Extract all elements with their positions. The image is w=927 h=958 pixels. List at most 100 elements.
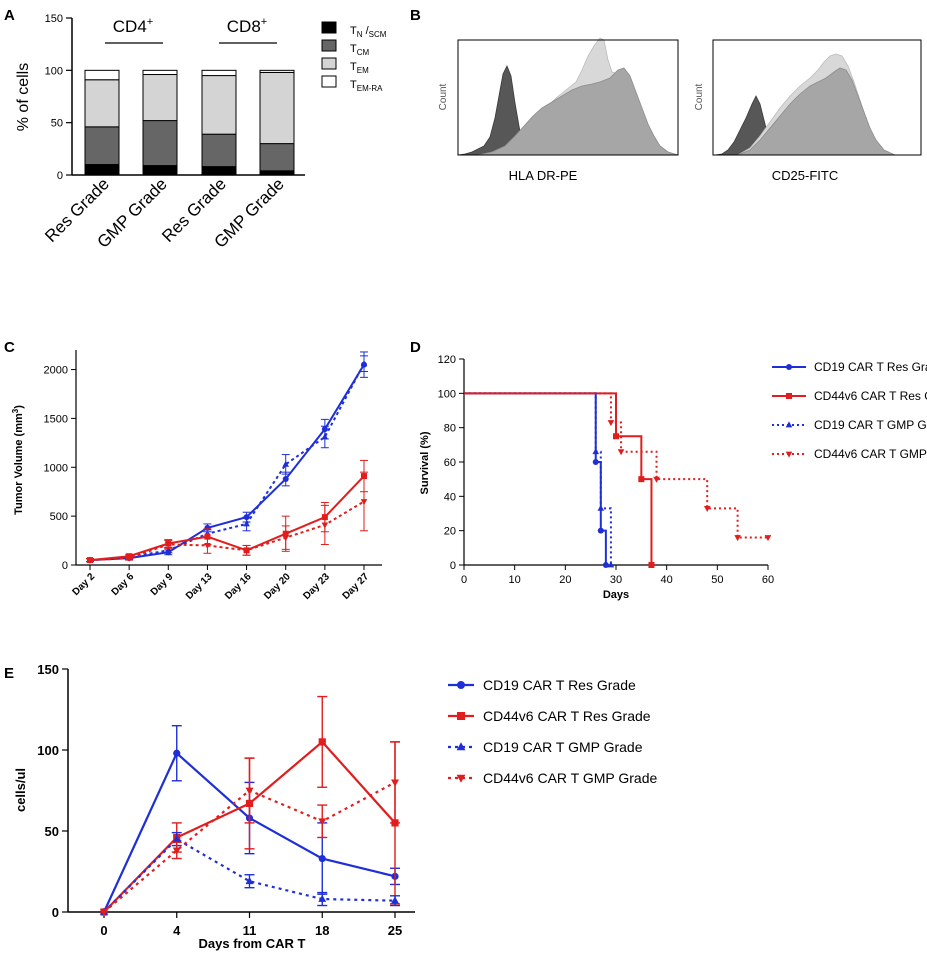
y-tick-label-50: 50	[51, 118, 63, 130]
y-tick-label-80: 80	[444, 423, 456, 435]
x-tick-label-11: 11	[243, 923, 257, 938]
panel-c-tumor-volume-chart: 0 500 1000 1500 2000 Day 2 Day 6 Day 9 Day 13 Day…	[11, 350, 382, 602]
panel-d-y-axis-label: Survival (%)	[419, 431, 431, 494]
x-tick-label-4: 4	[173, 923, 181, 938]
point-cd19-car-t-res-grade-4	[318, 854, 326, 863]
x-tick-label-day-27: Day 27	[341, 571, 372, 602]
line-cd19-car-t-gmp-grade	[464, 392, 612, 565]
hla-dr-gmp-grade-peak	[477, 67, 679, 156]
x-tick-label-day-23: Day 23	[301, 571, 332, 602]
x-tick-label-25: 25	[388, 923, 402, 938]
point-cd44v6-car-t-gmp-grade-1	[100, 909, 108, 917]
bar-segment-t-n-scm-4	[259, 170, 295, 176]
point-cd44v6-car-t-gmp-grade-3	[653, 476, 660, 483]
series-cd19-car-t-gmp-grade	[464, 392, 615, 568]
legend-marker-cd44v6-car-t-res-grade	[457, 712, 465, 720]
y-tick-label-40: 40	[444, 491, 456, 503]
y-tick-label-0: 0	[57, 170, 63, 182]
y-tick-label-1000: 1000	[44, 462, 68, 474]
y-tick-label-100: 100	[438, 388, 456, 400]
point-cd44v6-car-t-gmp-grade-3	[164, 542, 172, 549]
legend-label-cd44v6-car-t-gmp-grade: CD44v6 CAR T GMP Grade	[814, 447, 927, 461]
legend-marker-cd44v6-car-t-gmp-grade	[456, 774, 466, 783]
bar-segment-t-em-ra-2	[142, 69, 178, 76]
series-cd19-car-t-gmp-grade	[100, 831, 400, 915]
legend-label-tn: TN /SCM	[350, 25, 387, 39]
point-cd19-car-t-gmp-grade-6	[282, 460, 290, 467]
y-tick-label-150: 150	[37, 662, 59, 677]
legend-label-cd44v6-car-t-res-grade: CD44v6 CAR T Res Grade	[483, 708, 651, 724]
point-cd44v6-car-t-gmp-grade-5	[734, 535, 741, 542]
panel-e-series	[100, 695, 400, 917]
series-cd44v6-car-t-gmp-grade	[100, 741, 400, 917]
panel-d-legend: CD19 CAR T Res Grade CD44v6 CAR T Res Gra…	[772, 360, 927, 461]
point-cd44v6-car-t-gmp-grade-1	[86, 557, 94, 564]
point-cd44v6-car-t-gmp-grade-6	[764, 535, 772, 542]
bar-segment-t-em-ra-4	[259, 69, 295, 73]
y-tick-label-0: 0	[450, 560, 456, 572]
x-tick-label-50: 50	[711, 574, 723, 586]
y-tick-label-150: 150	[45, 13, 63, 25]
bar-segment-t-em-3	[201, 75, 237, 135]
point-cd19-car-t-gmp-grade-5	[243, 520, 250, 527]
point-cd44v6-car-t-res-grade-2	[638, 476, 645, 483]
panel-c-series	[86, 351, 368, 564]
point-cd19-car-t-res-grade-2	[173, 749, 181, 757]
point-cd19-car-t-gmp-grade-7	[321, 433, 329, 440]
legend-label-cd19-car-t-res-grade: CD19 CAR T Res Grade	[483, 677, 636, 693]
bar-segment-t-cm-3	[201, 133, 237, 168]
line-cd44v6-car-t-gmp-grade	[464, 392, 768, 539]
legend-marker-cd19-car-t-gmp-grade	[785, 421, 793, 428]
point-cd44v6-car-t-gmp-grade-8	[360, 499, 368, 506]
cd25-y-axis-label: Count	[694, 83, 705, 110]
x-tick-label-day-6: Day 6	[110, 571, 137, 598]
legend-label-tcm: TCM	[350, 43, 370, 57]
panel-c-ticks: 0 500 1000 1500 2000 Day 2 Day 6 Day 9 Day 13 Day…	[44, 365, 372, 602]
point-cd19-car-t-gmp-grade-3	[164, 546, 172, 553]
x-tick-label-40: 40	[661, 574, 673, 586]
legend-label-temra: TEM-RA	[350, 79, 383, 93]
group-label-cd8: CD8+	[227, 16, 267, 36]
panel-letter-e: E	[4, 665, 14, 682]
x-tick-label-day-20: Day 20	[262, 571, 293, 602]
point-cd44v6-car-t-gmp-grade-5	[243, 547, 250, 554]
x-tick-label-0: 0	[100, 923, 107, 938]
legend-marker-cd19-car-t-gmp-grade	[456, 742, 466, 751]
x-tick-label-18: 18	[315, 923, 329, 938]
line-cd19-car-t-res-grade	[89, 364, 365, 562]
legend-marker-cd44v6-car-t-gmp-grade	[785, 451, 793, 458]
bar-segment-t-em-1	[84, 79, 120, 128]
x-tick-label-10: 10	[509, 574, 521, 586]
histogram-hla-dr: Count HLA DR-PE	[438, 37, 679, 183]
x-tick-label-day-13: Day 13	[184, 571, 215, 602]
panel-c-y-axis-label: Tumor Volume (mm3)	[11, 405, 25, 515]
y-tick-label-0: 0	[62, 560, 68, 572]
point-cd44v6-car-t-res-grade-3	[648, 562, 655, 568]
point-cd44v6-car-t-gmp-grade-2	[172, 847, 181, 855]
point-cd19-car-t-gmp-grade-4	[318, 894, 327, 902]
legend-swatch-tcm	[321, 39, 337, 52]
bar-segment-t-em-ra-3	[201, 69, 237, 77]
legend-marker-cd44v6-car-t-res-grade	[786, 393, 792, 399]
y-tick-label-500: 500	[50, 511, 68, 523]
legend-swatch-temra	[321, 75, 337, 88]
line-cd19-car-t-res-grade	[464, 392, 607, 565]
y-tick-label-120: 120	[438, 354, 456, 366]
histogram-cd25: Count CD25-FITC	[694, 39, 922, 183]
x-tick-label-day-16: Day 16	[223, 571, 254, 602]
hla-dr-plot-frame	[457, 39, 679, 156]
point-cd19-car-t-res-grade-6	[282, 476, 289, 482]
point-cd19-car-t-res-grade-3	[602, 562, 609, 568]
line-cd44v6-car-t-res-grade	[464, 392, 653, 565]
panel-e-y-axis-label: cells/ul	[13, 768, 28, 812]
panel-d-survival-chart: 0 20 40 60 80 100 120 0 10 20 30 40 50 60 Survival (%…	[419, 354, 927, 601]
panel-e-legend: CD19 CAR T Res Grade CD44v6 CAR T Res Gra…	[448, 677, 658, 786]
point-cd19-car-t-gmp-grade-5	[391, 896, 399, 904]
line-cd44v6-car-t-gmp-grade	[89, 500, 365, 562]
point-cd19-car-t-res-grade-2	[597, 527, 604, 534]
point-cd44v6-car-t-gmp-grade-6	[282, 535, 290, 542]
y-tick-label-60: 60	[444, 457, 456, 469]
panel-letter-a: A	[4, 7, 15, 24]
